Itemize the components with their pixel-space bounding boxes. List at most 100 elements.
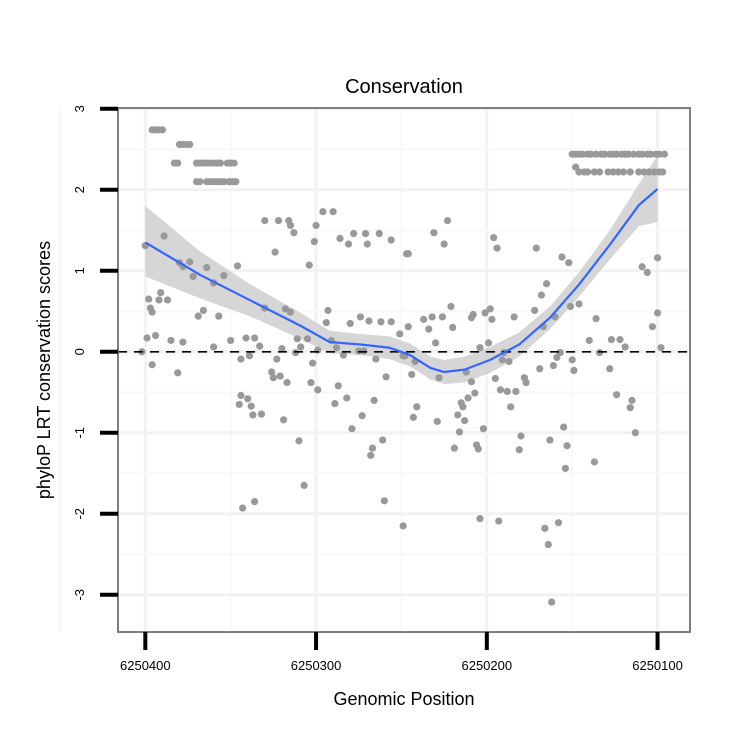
data-point <box>257 410 266 418</box>
data-point <box>186 258 194 266</box>
y-tick-label: 2 <box>72 186 87 193</box>
data-point <box>624 150 633 158</box>
data-point <box>491 374 499 383</box>
data-point <box>382 373 390 381</box>
data-point <box>517 432 525 440</box>
data-point <box>626 168 634 176</box>
data-point <box>595 348 604 357</box>
data-point <box>428 313 436 321</box>
data-point <box>143 334 151 342</box>
data-point <box>331 400 339 408</box>
y-axis-label: phyloP LRT conservation scores <box>34 241 54 499</box>
data-point <box>621 343 629 351</box>
data-point <box>531 306 539 315</box>
data-point <box>464 394 472 402</box>
data-point <box>151 331 160 340</box>
data-point <box>659 168 667 176</box>
data-point <box>399 522 407 530</box>
data-point <box>163 296 172 304</box>
data-point <box>160 232 168 240</box>
x-tick-label: 6250300 <box>291 658 342 673</box>
data-point <box>440 240 448 248</box>
data-point <box>505 357 513 366</box>
data-point <box>590 458 598 466</box>
data-point <box>249 411 257 419</box>
data-point <box>370 396 378 404</box>
data-point <box>607 336 616 344</box>
data-point <box>450 444 458 452</box>
data-point <box>276 372 284 380</box>
data-point <box>479 425 487 433</box>
data-point <box>548 598 556 606</box>
data-point <box>443 216 452 225</box>
data-point <box>303 335 312 343</box>
data-point <box>495 517 503 525</box>
data-point <box>300 481 308 490</box>
x-axis-label: Genomic Position <box>333 689 474 709</box>
data-point <box>653 309 662 317</box>
data-point <box>568 356 576 364</box>
data-point <box>631 429 639 437</box>
data-point <box>355 347 363 355</box>
data-point <box>247 402 255 410</box>
data-point <box>245 352 254 360</box>
data-point <box>344 240 353 248</box>
data-point <box>425 325 433 333</box>
data-point <box>356 313 365 321</box>
data-point <box>167 336 175 345</box>
data-point <box>290 229 298 237</box>
data-point <box>638 150 646 158</box>
data-point <box>430 229 438 237</box>
data-point <box>435 374 443 382</box>
data-point <box>604 168 612 176</box>
data-point <box>148 308 156 316</box>
data-point <box>396 330 404 338</box>
data-point <box>544 540 552 549</box>
data-point <box>268 368 276 376</box>
data-point <box>522 378 530 387</box>
data-point <box>367 451 375 460</box>
data-point <box>227 336 235 345</box>
data-point <box>493 244 501 252</box>
data-point <box>387 236 395 244</box>
data-point <box>250 498 259 506</box>
data-point <box>566 302 575 311</box>
data-point <box>332 344 341 352</box>
data-point <box>474 445 482 453</box>
data-point <box>307 378 315 387</box>
data-point <box>537 291 546 299</box>
data-point <box>348 425 356 433</box>
data-point <box>657 344 665 352</box>
data-point <box>363 240 371 248</box>
data-point <box>585 336 593 345</box>
data-point <box>609 168 617 176</box>
data-point <box>449 323 457 332</box>
data-point <box>220 272 228 280</box>
data-point <box>554 519 563 527</box>
data-point <box>532 244 540 252</box>
data-point <box>286 308 295 316</box>
data-point <box>346 319 354 328</box>
data-point <box>293 335 301 343</box>
data-point <box>291 348 300 357</box>
data-point <box>542 280 551 288</box>
data-point <box>350 229 358 238</box>
data-point <box>563 442 571 450</box>
data-point <box>653 254 662 262</box>
data-point <box>638 263 646 271</box>
data-point <box>590 168 598 176</box>
data-point <box>592 314 600 323</box>
data-point <box>546 436 554 444</box>
data-point <box>310 238 318 246</box>
data-point <box>408 370 416 379</box>
data-point <box>455 428 464 436</box>
data-point <box>280 416 288 424</box>
data-point <box>274 216 283 225</box>
data-point <box>314 346 322 354</box>
data-point <box>459 403 467 411</box>
data-point <box>404 323 412 331</box>
data-point <box>339 351 347 359</box>
data-point <box>471 389 479 397</box>
data-point <box>283 378 291 387</box>
